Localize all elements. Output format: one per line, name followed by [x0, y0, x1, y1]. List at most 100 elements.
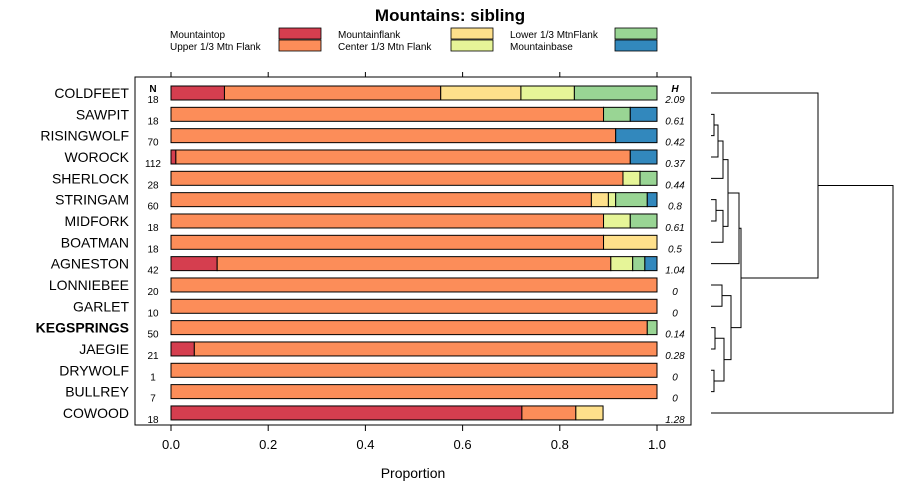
- n-value-lonniebee: 20: [147, 287, 159, 298]
- row-label-garlet: GARLET: [73, 298, 129, 314]
- bar-stringam-center-1-3-mtn-flank: [607, 192, 617, 208]
- x-tick-label-3: 0.6: [454, 437, 472, 452]
- row-label-lonniebee: LONNIEBEE: [49, 277, 129, 293]
- bar-cowood-upper-1-3-mtn-flank: [521, 405, 577, 421]
- bar-kegsprings-upper-1-3-mtn-flank: [170, 320, 648, 336]
- n-column-header: N: [149, 84, 156, 95]
- row-label-cowood: COWOOD: [63, 405, 129, 421]
- row-risingwolf: RISINGWOLF 70 0.42: [40, 128, 685, 149]
- dendro-link-drywolf-bullrey: [711, 369, 715, 393]
- n-value-risingwolf: 70: [147, 138, 159, 149]
- n-value-stringam: 60: [147, 202, 159, 213]
- bar-boatman-mountainflank: [603, 234, 658, 250]
- legend-swatch-mountainflank: [450, 27, 494, 40]
- bar-coldfeet-center-1-3-mtn-flank: [520, 85, 575, 101]
- n-value-garlet: 10: [147, 308, 159, 319]
- x-tick-label-2: 0.4: [356, 437, 374, 452]
- h-column-header: H: [671, 84, 679, 95]
- legend-swatch-upper-1-3-mtn-flank: [278, 39, 322, 52]
- bar-coldfeet-lower-1-3-mtnflank: [573, 85, 658, 101]
- legend-swatch-lower-1-3-mtnflank: [614, 27, 658, 40]
- bar-stringam-upper-1-3-mtn-flank: [170, 192, 592, 208]
- bar-bullrey-upper-1-3-mtn-flank: [170, 384, 658, 400]
- h-value-coldfeet: 2.09: [664, 95, 685, 106]
- legend-swatch-mountaintop: [278, 27, 322, 40]
- legend-swatch-center-1-3-mtn-flank: [450, 39, 494, 52]
- bar-stringam-mountainbase: [646, 192, 658, 208]
- legend-entry-upper-1-3-mtn-flank: Upper 1/3 Mtn Flank: [170, 39, 322, 53]
- n-value-cowood: 18: [147, 415, 159, 426]
- dendro-link-coldfeet: [711, 92, 819, 279]
- legend-label-center-1-3-mtn-flank: Center 1/3 Mtn Flank: [338, 42, 432, 53]
- bar-stringam-lower-1-3-mtnflank: [615, 192, 648, 208]
- bar-agneston-upper-1-3-mtn-flank: [216, 256, 612, 272]
- bar-coldfeet-mountaintop: [170, 85, 225, 101]
- dendro-link-kegsprings-jaegie: [711, 327, 716, 350]
- legend-swatch-mountainbase: [614, 39, 658, 52]
- bar-sawpit-upper-1-3-mtn-flank: [170, 106, 605, 122]
- bar-sherlock-lower-1-3-mtnflank: [639, 170, 658, 186]
- row-label-worock: WOROCK: [64, 149, 129, 165]
- row-label-bullrey: BULLREY: [65, 384, 129, 400]
- bar-risingwolf-upper-1-3-mtn-flank: [170, 128, 617, 144]
- legend-entry-lower-1-3-mtnflank: Lower 1/3 MtnFlank: [510, 27, 658, 41]
- plot-frame: [134, 76, 692, 426]
- dendro-link-stringam-midfork: [711, 199, 717, 222]
- dendro-link-boatman-group: [711, 209, 724, 243]
- h-value-risingwolf: 0.42: [665, 138, 685, 149]
- bar-stringam-mountainflank: [590, 192, 609, 208]
- row-agneston: AGNESTON 42 1.04: [51, 256, 685, 277]
- bar-garlet-upper-1-3-mtn-flank: [170, 298, 658, 314]
- x-tick-label-4: 0.8: [551, 437, 569, 452]
- legend-label-mountainflank: Mountainflank: [338, 30, 401, 41]
- h-value-agneston: 1.04: [665, 266, 685, 277]
- bar-sawpit-mountainbase: [629, 106, 658, 122]
- h-value-kegsprings: 0.14: [665, 330, 685, 341]
- row-label-risingwolf: RISINGWOLF: [40, 128, 129, 144]
- bar-cowood-mountaintop: [170, 405, 523, 421]
- bar-worock-upper-1-3-mtn-flank: [175, 149, 631, 165]
- bar-worock-mountaintop: [170, 149, 177, 165]
- bar-sherlock-center-1-3-mtn-flank: [622, 170, 641, 186]
- legend-label-upper-1-3-mtn-flank: Upper 1/3 Mtn Flank: [170, 42, 262, 53]
- n-value-sawpit: 18: [147, 116, 159, 127]
- x-tick-label-5: 1.0: [648, 437, 666, 452]
- row-sawpit: SAWPIT 18 0.61: [76, 106, 685, 127]
- bar-coldfeet-upper-1-3-mtn-flank: [223, 85, 442, 101]
- row-kegsprings: KEGSPRINGS 50 0.14: [36, 320, 686, 341]
- row-label-stringam: STRINGAM: [55, 192, 129, 208]
- legend-label-mountaintop: Mountaintop: [170, 30, 225, 41]
- row-label-coldfeet: COLDFEET: [54, 85, 129, 101]
- n-value-worock: 112: [145, 159, 161, 170]
- dendro-link-upper-middle: [723, 159, 729, 227]
- bar-lonniebee-upper-1-3-mtn-flank: [170, 277, 658, 293]
- dendro-link-lonniebee-garlet: [711, 284, 723, 307]
- legend-label-lower-1-3-mtnflank: Lower 1/3 MtnFlank: [510, 30, 599, 41]
- x-tick-label-0: 0.0: [162, 437, 180, 452]
- row-worock: WOROCK 112 0.37: [64, 149, 685, 170]
- row-label-boatman: BOATMAN: [61, 234, 129, 250]
- row-label-agneston: AGNESTON: [51, 256, 129, 272]
- row-boatman: BOATMAN 18 0.5: [61, 234, 683, 255]
- n-value-jaegie: 21: [147, 351, 159, 362]
- legend-entry-center-1-3-mtn-flank: Center 1/3 Mtn Flank: [338, 39, 494, 53]
- dendrogram: [711, 92, 894, 414]
- legend-label-mountainbase: Mountainbase: [510, 42, 573, 53]
- dendro-link-lower-group: [722, 295, 732, 361]
- h-value-cowood: 1.28: [665, 415, 685, 426]
- h-value-drywolf: 0: [672, 372, 678, 383]
- h-value-bullrey: 0: [672, 394, 678, 405]
- bar-jaegie-upper-1-3-mtn-flank: [193, 341, 658, 357]
- row-label-midfork: MIDFORK: [64, 213, 129, 229]
- bar-agneston-center-1-3-mtn-flank: [610, 256, 634, 272]
- row-bullrey: BULLREY 7 0: [65, 384, 678, 405]
- bar-risingwolf-mountainbase: [615, 128, 658, 144]
- bar-midfork-center-1-3-mtn-flank: [603, 213, 631, 229]
- legend-entry-mountaintop: Mountaintop: [170, 27, 322, 41]
- bar-midfork-lower-1-3-mtnflank: [629, 213, 658, 229]
- bar-boatman-upper-1-3-mtn-flank: [170, 234, 605, 250]
- row-midfork: MIDFORK 18 0.61: [64, 213, 684, 234]
